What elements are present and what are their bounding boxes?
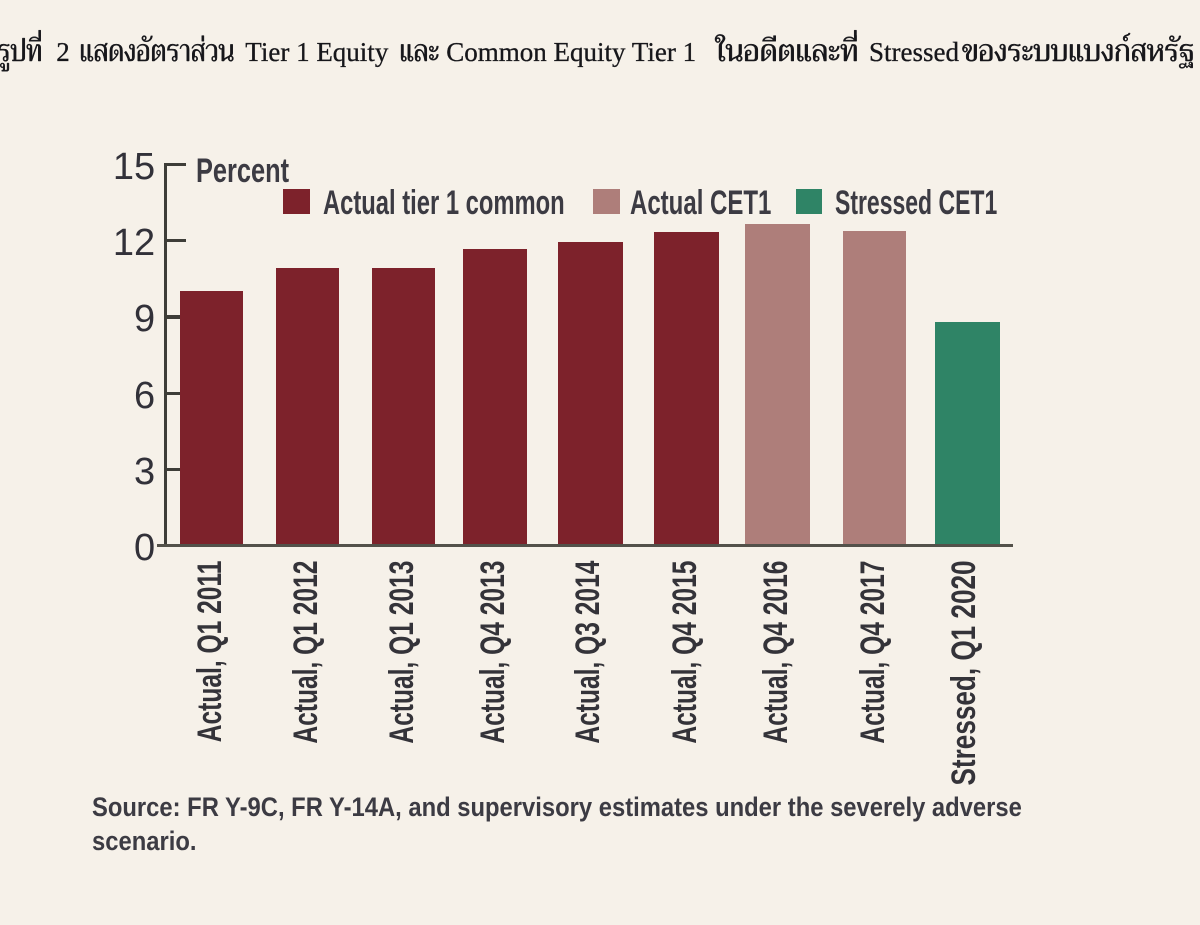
- svg-text:Stressed: Stressed: [869, 37, 959, 67]
- svg-text:Tier 1 Equity: Tier 1 Equity: [245, 37, 389, 67]
- svg-text:Common Equity Tier 1: Common Equity Tier 1: [446, 37, 696, 67]
- svg-text:2: 2: [56, 37, 70, 67]
